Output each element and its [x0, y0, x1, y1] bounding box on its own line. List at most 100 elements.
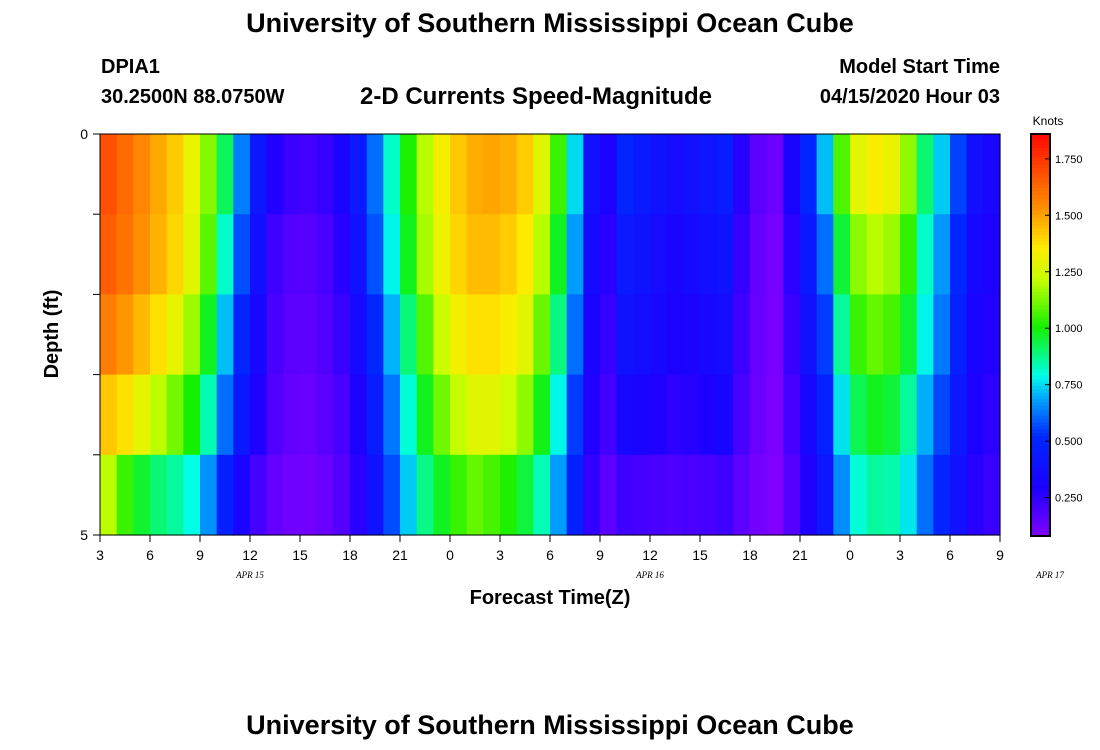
heatmap-cell: [550, 454, 568, 536]
colorbar-segment: [1031, 257, 1050, 262]
x-tick-label: 9: [596, 547, 604, 563]
heatmap-cell: [333, 374, 351, 456]
colorbar-tick-label: 0.750: [1055, 380, 1083, 392]
colorbar-segment: [1031, 479, 1050, 483]
heatmap-cell: [800, 374, 818, 456]
heatmap-cell: [300, 454, 318, 536]
colorbar-tick-label: 1.000: [1055, 323, 1083, 335]
heatmap-cell: [600, 374, 618, 456]
heatmap-cell: [650, 134, 668, 215]
heatmap-cell: [616, 294, 634, 376]
colorbar-segment: [1031, 221, 1050, 226]
x-tick-label: 3: [96, 547, 104, 563]
colorbar-segment: [1031, 194, 1050, 199]
heatmap-cell: [933, 134, 951, 215]
colorbar-segment: [1031, 448, 1050, 453]
x-tick-label: 0: [846, 547, 854, 563]
heatmap-cell: [716, 454, 734, 536]
heatmap-cell: [700, 134, 718, 215]
heatmap-cell: [200, 374, 218, 456]
heatmap-cell: [116, 134, 134, 215]
heatmap-cell: [350, 294, 368, 376]
colorbar-segment: [1031, 338, 1050, 343]
colorbar-segment: [1031, 140, 1050, 145]
heatmap-cell: [683, 454, 701, 536]
heatmap-cell: [250, 374, 268, 456]
heatmap-cell: [983, 134, 1001, 215]
heatmap-cell: [650, 374, 668, 456]
heatmap-cell: [700, 214, 718, 295]
heatmap-cell: [516, 294, 534, 376]
heatmap-cell: [550, 374, 568, 456]
heatmap-cell: [116, 374, 134, 456]
heatmap-cell: [816, 134, 834, 215]
heatmap-cell: [266, 454, 284, 536]
colorbar-segment: [1031, 425, 1050, 430]
colorbar-segment: [1031, 284, 1050, 289]
heatmap-cell: [783, 294, 801, 376]
colorbar-segment: [1031, 180, 1050, 185]
heatmap-cell: [750, 214, 768, 295]
y-axis-label: Depth (ft): [41, 290, 63, 379]
heatmap-cell: [483, 134, 501, 215]
colorbar-segment: [1031, 237, 1050, 242]
heatmap-cell: [733, 294, 751, 376]
heatmap-cell: [316, 134, 334, 215]
colorbar-segment: [1031, 304, 1050, 309]
colorbar-segment: [1031, 458, 1050, 463]
heatmap-cell: [716, 134, 734, 215]
colorbar-segment: [1031, 207, 1050, 212]
heatmap-cell: [883, 294, 901, 376]
heatmap-cell: [133, 214, 151, 295]
heatmap-cell: [433, 294, 451, 376]
heatmap-cell: [716, 214, 734, 295]
colorbar-segment: [1031, 395, 1050, 400]
heatmap-cell: [666, 134, 684, 215]
colorbar-segment: [1031, 331, 1050, 336]
colorbar-segment: [1031, 154, 1050, 159]
colorbar-title: Knots: [1033, 114, 1064, 128]
colorbar-segment: [1031, 428, 1050, 433]
heatmap-cell: [333, 134, 351, 215]
colorbar-segment: [1031, 432, 1050, 437]
colorbar-segment: [1031, 398, 1050, 403]
colorbar-segment: [1031, 190, 1050, 195]
colorbar-segment: [1031, 318, 1050, 323]
colorbar-segment: [1031, 388, 1050, 393]
heatmap-cell: [866, 374, 884, 456]
heatmap-cell: [150, 134, 168, 215]
heatmap-cell: [450, 374, 468, 456]
colorbar-segment: [1031, 442, 1050, 447]
heatmap-cell: [833, 454, 851, 536]
heatmap-cell: [816, 374, 834, 456]
heatmap-cell: [466, 294, 484, 376]
heatmap-cell: [366, 134, 384, 215]
heatmap-cell: [950, 294, 968, 376]
colorbar-segment: [1031, 241, 1050, 246]
colorbar-segment: [1031, 184, 1050, 189]
colorbar-segment: [1031, 251, 1050, 256]
colorbar-segment: [1031, 351, 1050, 356]
colorbar-segment: [1031, 170, 1050, 175]
heatmap-cell: [250, 294, 268, 376]
heatmap-cell: [600, 214, 618, 295]
x-tick-label: 0: [446, 547, 454, 563]
heatmap-cell: [933, 294, 951, 376]
heatmap-cell: [600, 294, 618, 376]
heatmap-cell: [200, 454, 218, 536]
colorbar-segment: [1031, 505, 1050, 510]
colorbar-segment: [1031, 204, 1050, 209]
colorbar-segment: [1031, 174, 1050, 179]
heatmap-cell: [800, 134, 818, 215]
heatmap-cell: [266, 294, 284, 376]
heatmap-cell: [833, 134, 851, 215]
heatmap-cell: [500, 454, 518, 536]
heatmap-cell: [950, 214, 968, 295]
heatmap-cell: [300, 134, 318, 215]
colorbar-segment: [1031, 509, 1050, 514]
colorbar-segment: [1031, 391, 1050, 396]
heatmap-cell: [400, 214, 418, 295]
heatmap-cell: [550, 134, 568, 215]
heatmap-cell: [616, 454, 634, 536]
colorbar-segment: [1031, 418, 1050, 423]
